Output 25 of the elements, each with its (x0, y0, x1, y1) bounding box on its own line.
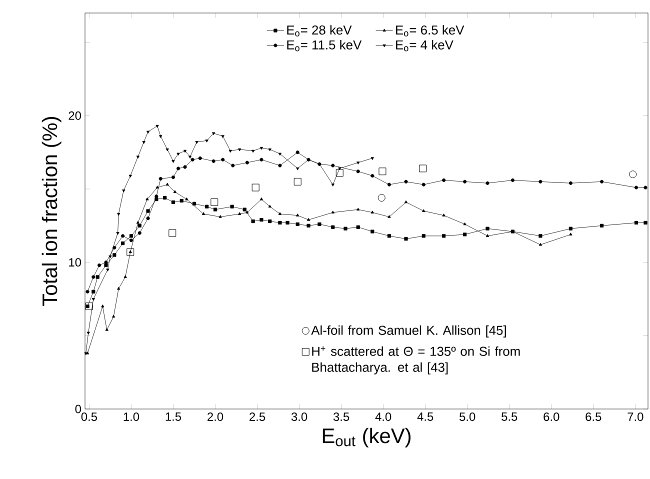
x-tick-label: 1.0 (124, 412, 140, 421)
x-tick-label: 5.5 (502, 412, 518, 421)
x-tick-label: 2.0 (208, 412, 224, 421)
x-axis-title: E$_{out}$ (keV) (322, 428, 411, 448)
y-tick-label: 20 (68, 111, 82, 120)
x-tick-label: 0.5 (81, 412, 98, 421)
x-tick-label: 3.5 (333, 412, 350, 421)
x-tick-label: 4.0 (375, 412, 392, 421)
x-tick-label: 6.0 (544, 412, 560, 421)
x-tick-label: 7.0 (628, 412, 644, 421)
y-tick-label: 10 (69, 258, 82, 267)
x-tick-label: 5.0 (460, 412, 476, 421)
y-tick-label: 0 (75, 404, 82, 414)
legend-label: E$_{o}$= 6.5 keV (396, 25, 464, 36)
legend-label: H$^{+}$ scattered at Θ = 135º on Si from Bhattacharya. et al [43] (312, 346, 520, 374)
legend-label: E$_{o}$= 28 keV (287, 25, 352, 36)
x-tick-label: 4.5 (417, 412, 434, 421)
x-tick-label: 3.0 (291, 412, 308, 421)
x-tick-label: 1.5 (166, 412, 182, 421)
y-axis-title: Total ion fraction (%) (42, 116, 62, 306)
legend-label: Al-foil from Samuel K. Allison [45] (311, 325, 506, 338)
legend-label: E$_{o}$= 4 keV (396, 40, 454, 52)
legend-label: E$_{o}$= 11.5 keV (287, 40, 362, 52)
x-tick-label: 2.5 (250, 412, 266, 421)
x-tick-label: 6.5 (586, 412, 602, 421)
